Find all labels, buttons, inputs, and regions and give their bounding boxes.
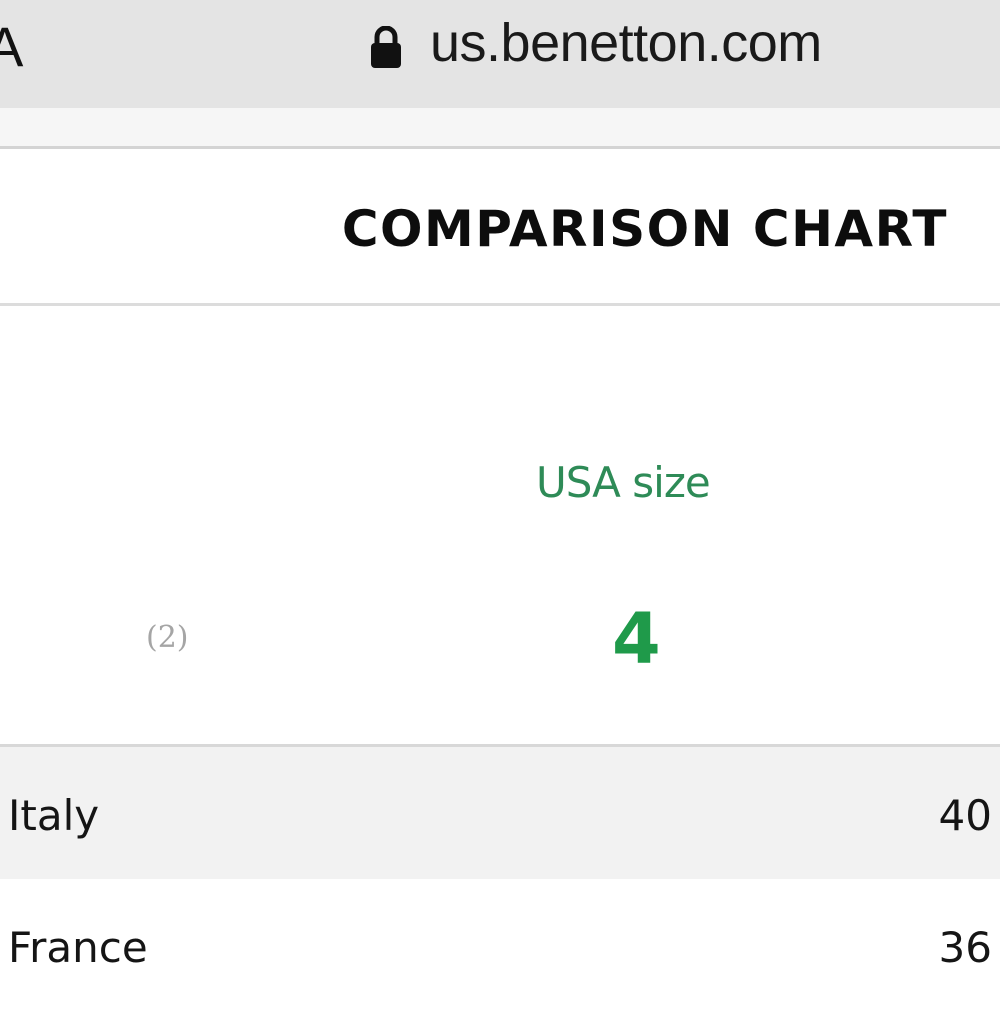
- size-value: 40: [938, 791, 992, 840]
- country-name: France: [8, 923, 148, 972]
- size-system-label: USA size: [536, 458, 711, 507]
- browser-address-bar[interactable]: A us.benetton.com: [0, 0, 1000, 108]
- selected-size-value: 4: [612, 598, 661, 680]
- footnote-marker: (2): [146, 620, 189, 655]
- toolbar-strip: [0, 108, 1000, 149]
- lock-icon: [371, 26, 401, 68]
- country-name: Italy: [8, 791, 100, 840]
- divider: [0, 303, 1000, 306]
- divider: [0, 744, 1000, 747]
- table-row: France 36: [0, 879, 1000, 1011]
- size-value: 36: [938, 923, 992, 972]
- truncated-text: A: [0, 15, 24, 78]
- url-text[interactable]: us.benetton.com: [430, 13, 822, 73]
- table-row: Italy 40: [0, 747, 1000, 879]
- page-title: COMPARISON CHART: [341, 200, 948, 258]
